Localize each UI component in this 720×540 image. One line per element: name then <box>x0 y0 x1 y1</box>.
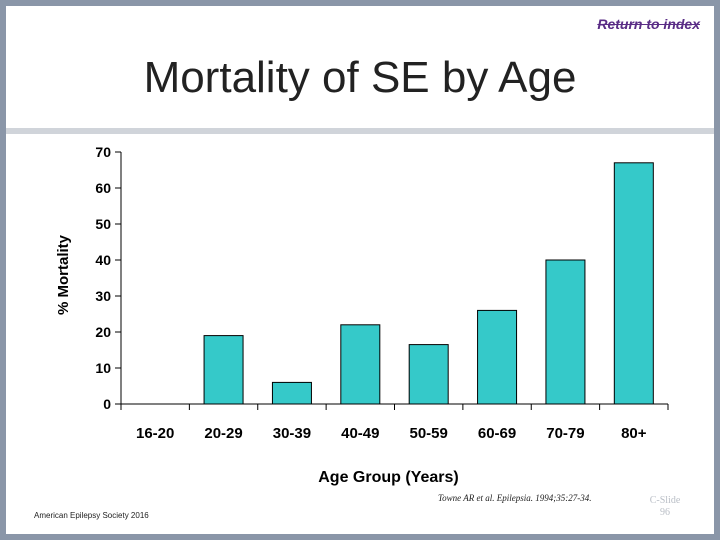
bar-chart: 0 10 20 30 40 50 60 70 16-20 20-29 30-39 40-49 50-59… <box>55 144 669 486</box>
x-tick-label: 30-39 <box>273 425 311 442</box>
footer-organization: American Epilepsy Society 2016 <box>34 511 149 520</box>
x-tick-label: 20-29 <box>204 425 242 442</box>
slide-number: C-Slide 96 <box>644 495 686 519</box>
y-tick-label: 40 <box>95 252 111 268</box>
footer-citation: Towne AR et al. Epilepsia. 1994;35:27-34… <box>438 493 592 503</box>
x-tick-label: 40-49 <box>341 425 379 442</box>
return-to-index-link[interactable]: Return to index <box>597 16 700 32</box>
bar-50-59 <box>408 344 449 405</box>
x-tick-label: 80+ <box>621 425 647 442</box>
x-axis-title: Age Group (Years) <box>318 469 458 486</box>
bar-20-29 <box>203 335 244 405</box>
slide: Return to index Mortality of SE by Age 0… <box>6 6 714 534</box>
bar-60-69 <box>477 309 518 405</box>
y-axis-title: % Mortality <box>55 234 72 315</box>
y-tick-label: 70 <box>95 144 111 160</box>
y-tick-label: 20 <box>95 324 111 340</box>
x-tick-label: 60-69 <box>478 425 516 442</box>
slide-title: Mortality of SE by Age <box>143 53 577 102</box>
bar-70-79 <box>545 259 586 405</box>
x-tick-label: 50-59 <box>410 425 448 442</box>
title-divider <box>6 128 714 134</box>
y-tick-label: 50 <box>95 216 111 232</box>
bar-30-39 <box>271 381 312 405</box>
y-tick-label: 0 <box>103 396 111 412</box>
x-tick-label: 70-79 <box>546 425 584 442</box>
y-tick-label: 30 <box>95 288 111 304</box>
slide-number-label: C-Slide <box>649 495 681 506</box>
bar-80+ <box>613 162 654 405</box>
bar-40-49 <box>340 324 381 405</box>
x-tick-label: 16-20 <box>136 425 174 442</box>
slide-number-value: 96 <box>660 507 670 518</box>
y-tick-label: 10 <box>95 360 111 376</box>
y-tick-label: 60 <box>95 180 111 196</box>
